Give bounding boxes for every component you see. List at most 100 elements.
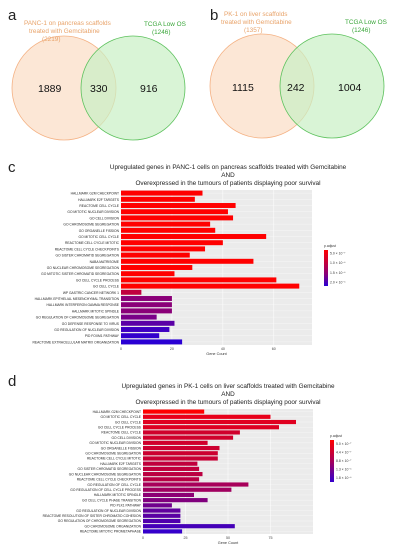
- bar: [121, 283, 300, 289]
- venn-a-left-label-1: PANC-1 on pancreas scaffolds: [24, 20, 111, 27]
- x-tick-label: 25: [184, 536, 188, 540]
- venn-a-right-label-2: (1246): [152, 29, 170, 36]
- category-label: GO NUCLEAR CHROMOSOME SEGREGATION: [47, 266, 120, 270]
- bar: [121, 277, 277, 283]
- legend-label: 1.0 × 10⁻⁶: [330, 261, 346, 265]
- category-label: GO SISTER CHROMATID SEGREGATION: [78, 467, 142, 471]
- category-label: WP GASTRIC CANCER NETWORK 1: [63, 291, 119, 295]
- bar: [121, 252, 190, 258]
- bar: [143, 508, 181, 513]
- category-label: HALLMARK E2F TARGETS: [100, 462, 142, 466]
- legend-label: 1.8 × 10⁻⁶: [336, 476, 352, 480]
- x-tick-label: 20: [170, 347, 174, 351]
- bar: [143, 445, 220, 451]
- bar: [143, 425, 279, 430]
- bar: [121, 196, 195, 202]
- category-label: NABA MATRISOME: [90, 260, 120, 264]
- x-tick-label: 60: [272, 347, 276, 351]
- bar: [121, 289, 142, 295]
- bar: [143, 451, 218, 456]
- panel-letter-b: b: [210, 7, 218, 24]
- bar: [121, 190, 203, 196]
- bar: [143, 513, 181, 518]
- x-tick-label: 40: [221, 347, 225, 351]
- category-label: GO CELL DIVISION: [111, 436, 141, 440]
- bar: [143, 498, 208, 503]
- bar: [121, 246, 206, 252]
- legend-label: 5.0 × 10⁻⁷: [330, 252, 346, 256]
- category-label: REACTOME RESOLUTION OF SISTER CHROMATID …: [43, 514, 142, 518]
- chart-title-line: Overexpressed in the tumours of patients…: [135, 180, 320, 187]
- bar: [143, 430, 240, 435]
- x-tick-label: 0: [120, 347, 122, 351]
- category-label: PID PLK1 PATHWAY: [110, 504, 142, 508]
- category-label: GO MITOTIC CELL CYCLE: [101, 415, 142, 419]
- category-label: GO REGULATION OF CELL CYCLE PROCESS: [70, 488, 142, 492]
- bar: [143, 419, 296, 425]
- venn-a-right-label-1: TCGA Low OS: [144, 21, 186, 28]
- bar: [143, 472, 203, 477]
- legend-label: 8.8 × 10⁻⁷: [336, 459, 352, 463]
- category-label: GO CHROMOSOME SEGREGATION: [85, 452, 141, 456]
- category-label: GO ORGANELLE FISSION: [79, 229, 120, 233]
- chart-title-line: Upregulated genes in PK-1 cells on liver…: [121, 383, 334, 390]
- bar: [121, 265, 193, 270]
- venn-b-right-label-1: TCGA Low OS: [345, 19, 387, 26]
- bar: [143, 503, 172, 508]
- chart-title-line: AND: [221, 391, 235, 398]
- bar: [121, 258, 254, 264]
- bar: [121, 234, 267, 239]
- bar: [143, 461, 198, 466]
- bar-chart-c: Upregulated genes in PANC-1 cells on pan…: [33, 164, 347, 356]
- venn-b-right-label-2: (1246): [352, 27, 370, 34]
- legend-color-bar: [330, 440, 334, 482]
- category-label: GO CELL CYCLE PHASE TRANSITION: [82, 498, 142, 502]
- bar: [143, 482, 249, 487]
- bar: [143, 492, 194, 498]
- bar: [121, 203, 236, 208]
- bar: [121, 296, 172, 301]
- panel-letter-a: a: [8, 7, 17, 24]
- panel-letter-c: c: [8, 159, 16, 176]
- bar: [121, 240, 223, 246]
- bar: [121, 339, 183, 345]
- bar: [121, 327, 170, 332]
- bar: [143, 414, 271, 419]
- x-tick-label: 0: [142, 536, 144, 540]
- category-label: REACTOME MITOTIC PROMETAPHASE: [80, 530, 142, 534]
- venn-diagram-b: b PK-1 on liver scaffolds treated with G…: [209, 7, 387, 139]
- category-label: GO MITOTIC CELL CYCLE: [79, 235, 120, 239]
- bar: [121, 308, 172, 314]
- venn-a-right-only-count: 916: [140, 83, 158, 95]
- venn-a-right-circle: [80, 35, 186, 141]
- legend-label: 1.3 × 10⁻⁶: [336, 467, 352, 471]
- bar: [143, 466, 200, 471]
- category-label: GO CELL CYCLE PROCESS: [98, 425, 142, 429]
- bar: [143, 435, 234, 440]
- category-label: REACTOME CELL CYCLE: [79, 204, 119, 208]
- bar: [121, 209, 228, 215]
- category-label: HALLMARK MITOTIC SPINDLE: [94, 493, 142, 497]
- x-tick-label: 75: [269, 536, 273, 540]
- legend-label: 1.5 × 10⁻⁶: [330, 271, 346, 275]
- venn-b-right-circle: [279, 33, 385, 139]
- category-label: GO MITOTIC NUCLEAR DIVISION: [89, 441, 141, 445]
- venn-b-overlap-count: 242: [287, 82, 305, 94]
- category-label: GO CHROMOSOME SEGREGATION: [63, 223, 119, 227]
- bar: [143, 524, 235, 529]
- legend-label: 2.0 × 10⁻⁶: [330, 280, 346, 284]
- bar: [143, 456, 218, 461]
- legend-title: p.adjust: [330, 434, 342, 438]
- category-label: HALLMARK G2M CHECKPOINT: [71, 192, 119, 196]
- bar: [121, 215, 234, 221]
- bar: [143, 518, 181, 524]
- legend-title: p.adjust: [324, 244, 336, 248]
- legend-label: 5.0 × 10⁻⁷: [336, 442, 352, 446]
- x-axis-title: Gene Count: [206, 352, 227, 356]
- venn-a-left-label-2: treated with Gemcitabine: [29, 28, 100, 35]
- bar: [143, 487, 232, 492]
- category-label: GO NUCLEAR CHROMOSOME SEGREGATION: [69, 472, 142, 476]
- category-label: GO MITOTIC NUCLEAR DIVISION: [67, 210, 119, 214]
- venn-b-left-label-1: PK-1 on liver scaffolds: [224, 11, 287, 18]
